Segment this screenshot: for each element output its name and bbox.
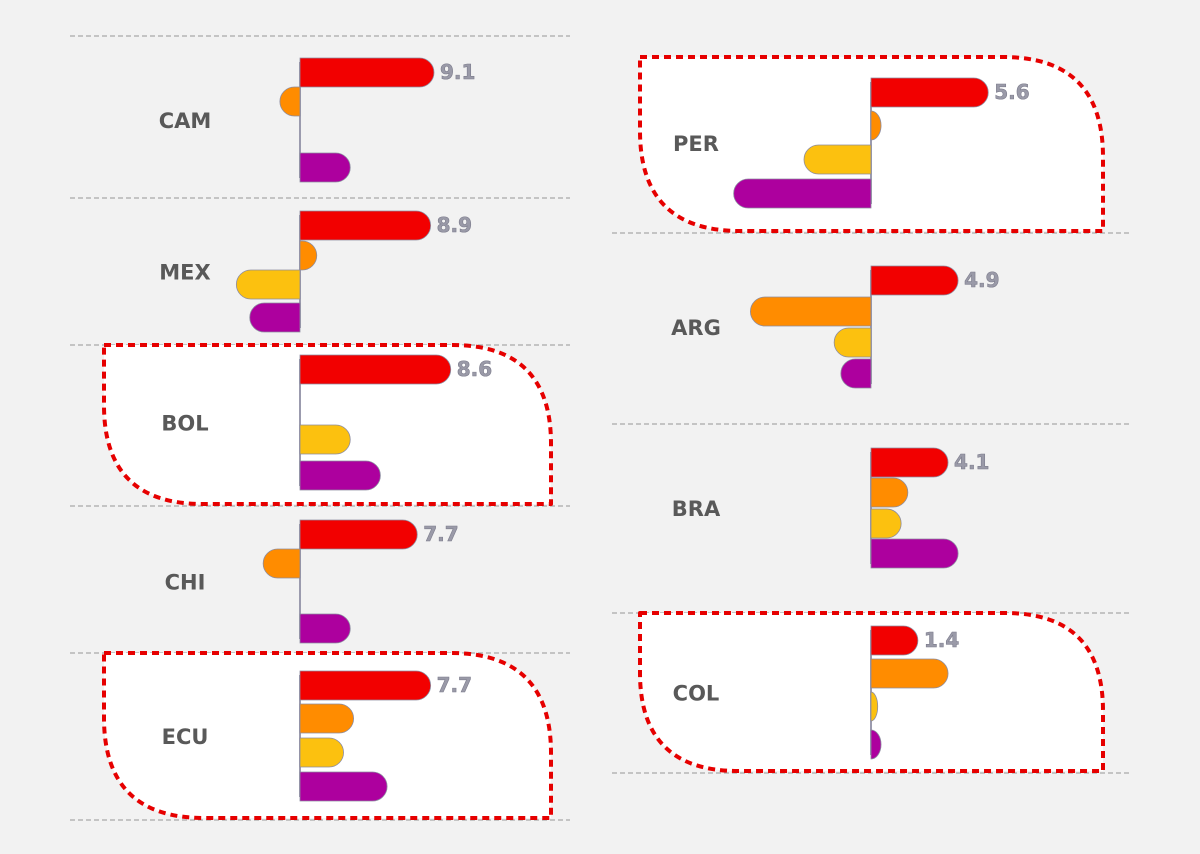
country-label: BRA	[672, 497, 721, 521]
bar	[299, 771, 388, 802]
bar	[750, 296, 872, 327]
value-label: 1.4	[924, 628, 959, 652]
bar	[870, 729, 882, 760]
bar	[299, 152, 351, 183]
value-label: 7.7	[437, 673, 472, 697]
country-label: BOL	[161, 412, 208, 436]
value-label: 4.9	[964, 268, 999, 292]
bar	[299, 240, 318, 271]
bar	[870, 77, 989, 108]
bar	[299, 670, 431, 701]
bar	[870, 658, 949, 689]
bar	[299, 354, 452, 385]
bar	[299, 519, 418, 550]
country-label: PER	[673, 132, 719, 156]
bar	[833, 327, 872, 358]
bar	[870, 625, 919, 656]
value-label: 5.6	[994, 80, 1029, 104]
value-label: 7.7	[423, 522, 458, 546]
bar	[299, 737, 344, 768]
bar	[279, 86, 301, 117]
bar	[870, 477, 909, 508]
value-label: 8.9	[437, 213, 472, 237]
bar	[299, 613, 351, 644]
bar	[299, 57, 435, 88]
country-label: ARG	[671, 316, 721, 340]
bar	[870, 691, 879, 722]
bar	[299, 703, 354, 734]
bar	[299, 424, 351, 455]
country-label: CHI	[165, 571, 206, 595]
bar	[803, 144, 872, 175]
bar	[733, 178, 872, 209]
bar	[870, 447, 949, 478]
value-label: 9.1	[440, 60, 475, 84]
country-label: MEX	[159, 261, 210, 285]
country-label: ECU	[162, 725, 209, 749]
country-label: CAM	[159, 109, 212, 133]
bar	[299, 210, 431, 241]
highlight-frame	[102, 651, 553, 820]
value-label: 4.1	[954, 450, 989, 474]
bar	[840, 358, 872, 389]
bar	[236, 269, 301, 300]
highlight-frame	[102, 343, 553, 506]
bar	[262, 548, 301, 579]
bar	[870, 508, 902, 539]
bar	[870, 265, 959, 296]
bar	[870, 110, 882, 141]
bar	[299, 460, 381, 491]
bar	[870, 538, 959, 569]
bar	[249, 302, 301, 333]
country-label: COL	[673, 682, 720, 706]
value-label: 8.6	[457, 357, 492, 381]
